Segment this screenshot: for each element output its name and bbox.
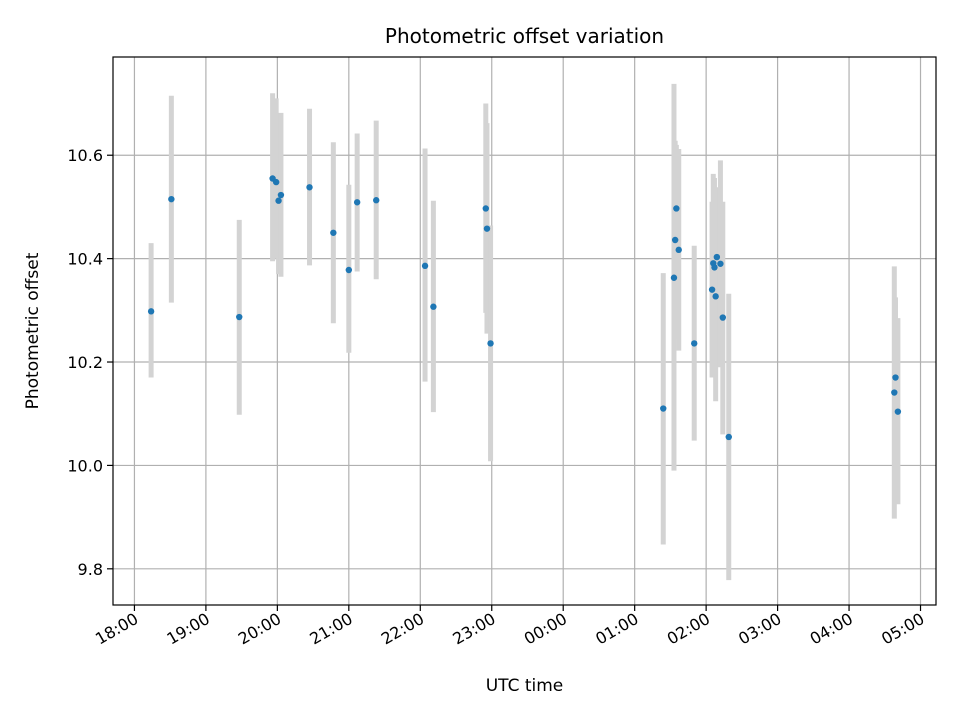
data-point [353,199,361,206]
data-point [894,408,902,415]
data-point [168,195,175,203]
x-axis-label: UTC time [486,676,564,696]
y-axis-label: Photometric offset [23,252,43,409]
data-point [272,178,280,186]
data-point [277,191,285,199]
data-point [306,184,313,191]
data-point [483,225,491,232]
y-tick-label: 10.2 [67,353,103,372]
data-point [691,340,698,347]
data-point [430,303,437,310]
data-point [345,266,353,274]
y-tick-label: 10.6 [67,146,103,165]
data-point [373,197,380,204]
data-point [713,253,721,261]
data-point [711,264,718,271]
data-point [275,197,282,204]
y-tick-label: 9.8 [78,560,103,579]
plot-frame [112,56,937,606]
data-point [421,262,429,270]
data-point [719,314,727,321]
data-point [673,205,680,212]
data-point [330,229,337,236]
data-point [725,433,732,441]
data-point [660,405,667,412]
data-point [487,340,494,347]
data-point [712,293,719,300]
data-point [708,286,716,293]
data-point [236,313,243,321]
data-point [671,236,679,244]
data-point [670,274,678,281]
data-point [891,389,898,396]
data-point [147,308,155,315]
data-point [717,260,724,267]
y-tick-label: 10.4 [67,250,103,269]
data-point [482,205,489,212]
data-point [675,246,682,254]
chart-title: Photometric offset variation [385,24,664,48]
y-tick-label: 10.0 [67,456,103,475]
data-point [892,374,899,381]
y-axis: 9.8 10.0 10.2 10.4 10.6 [67,146,113,579]
data-points [147,175,902,441]
